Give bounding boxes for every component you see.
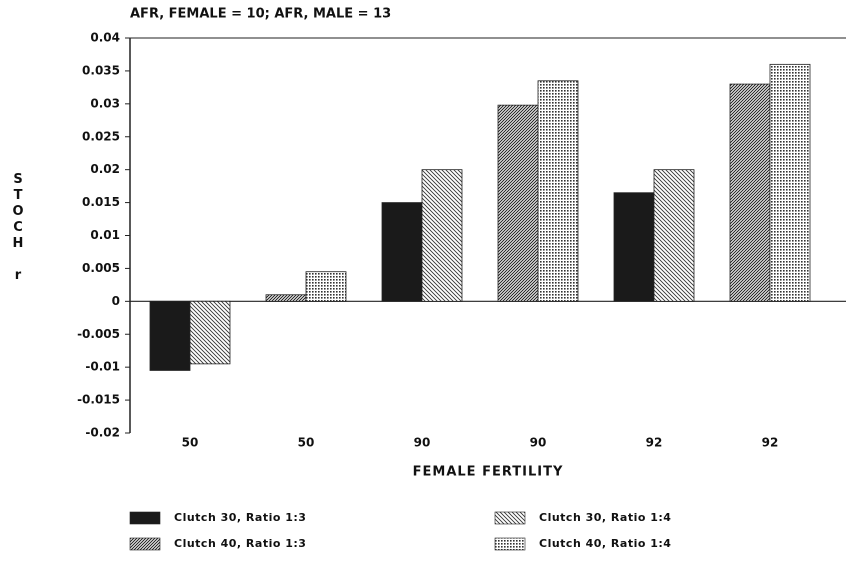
legend-label: Clutch 40, Ratio 1:4 [539,537,671,550]
y-tick-label: -0.005 [77,327,120,341]
y-tick-label: -0.01 [85,360,120,374]
y-tick-label: 0.005 [82,261,120,275]
bar [189,300,231,365]
bar [305,271,347,302]
y-tick-label: -0.015 [77,393,120,407]
y-tick-label: 0.03 [90,96,120,110]
legend-label: Clutch 40, Ratio 1:3 [174,537,306,550]
x-tick-label: 92 [762,436,779,450]
legend-swatch [494,511,526,525]
bar [537,80,579,302]
x-tick-label: 90 [414,436,431,450]
bar [381,202,423,302]
legend-swatch [129,511,161,525]
y-tick-label: -0.02 [85,426,120,440]
x-tick-label: 50 [298,436,315,450]
x-axis-label: FEMALE FERTILITY [413,465,564,480]
legend-swatch [129,537,161,551]
y-tick-label: 0.015 [82,195,120,209]
bar [729,83,771,302]
bar [265,294,307,302]
x-tick-label: 50 [182,436,199,450]
legend-label: Clutch 30, Ratio 1:3 [174,511,306,524]
y-tick-label: 0.02 [90,162,120,176]
bar [613,192,655,302]
y-tick-label: 0.04 [90,31,120,45]
x-tick-label: 90 [530,436,547,450]
chart-title: AFR, FEMALE = 10; AFR, MALE = 13 [130,7,391,22]
y-tick-label: 0 [112,294,120,308]
bar [149,300,191,371]
y-tick-label: 0.035 [82,63,120,77]
legend-label: Clutch 30, Ratio 1:4 [539,511,671,524]
bar [497,104,539,302]
y-tick-label: 0.025 [82,129,120,143]
y-tick-label: 0.01 [90,228,120,242]
bar [653,169,695,302]
bar [769,63,811,302]
legend-swatch [494,537,526,551]
x-tick-label: 92 [646,436,663,450]
y-axis-label: STOCH r [11,172,26,284]
bar [421,169,463,302]
